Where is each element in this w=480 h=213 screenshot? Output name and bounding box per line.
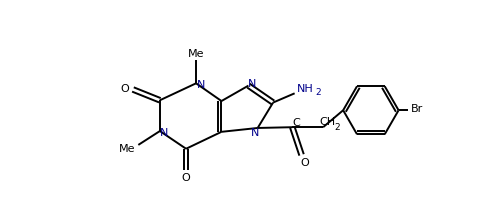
Text: Me: Me	[119, 144, 135, 154]
Text: 2: 2	[314, 88, 320, 97]
Text: N: N	[160, 128, 168, 138]
Text: Br: Br	[410, 104, 422, 114]
Text: N: N	[251, 128, 259, 138]
Text: CH: CH	[318, 117, 335, 127]
Text: O: O	[300, 158, 308, 168]
Text: N: N	[248, 79, 256, 89]
Text: Me: Me	[187, 49, 204, 59]
Text: N: N	[196, 80, 204, 90]
Text: 2: 2	[334, 123, 339, 132]
Text: C: C	[292, 118, 300, 128]
Text: O: O	[181, 173, 190, 183]
Text: NH: NH	[297, 84, 313, 94]
Text: O: O	[120, 85, 129, 95]
